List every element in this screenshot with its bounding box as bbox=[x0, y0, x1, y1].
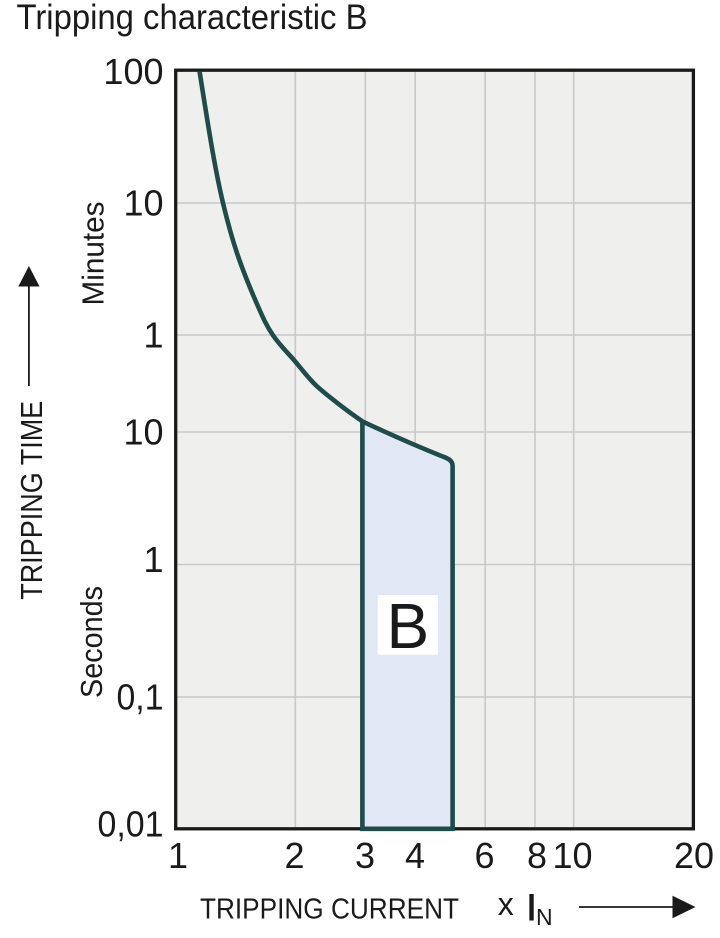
svg-text:B: B bbox=[387, 590, 430, 662]
svg-text:6: 6 bbox=[474, 835, 494, 876]
svg-text:Minutes: Minutes bbox=[75, 202, 110, 306]
svg-text:10: 10 bbox=[123, 182, 163, 223]
svg-text:Seconds: Seconds bbox=[74, 586, 109, 698]
svg-text:2: 2 bbox=[284, 835, 304, 876]
svg-text:0,01: 0,01 bbox=[98, 803, 164, 844]
svg-text:N: N bbox=[536, 904, 553, 930]
svg-text:x: x bbox=[498, 886, 514, 922]
svg-text:20: 20 bbox=[674, 835, 714, 876]
svg-text:Tripping characteristic B: Tripping characteristic B bbox=[17, 0, 368, 37]
svg-text:TRIPPING CURRENT: TRIPPING CURRENT bbox=[200, 894, 459, 926]
svg-text:10: 10 bbox=[552, 835, 592, 876]
svg-text:8: 8 bbox=[527, 835, 547, 876]
svg-text:10: 10 bbox=[123, 412, 163, 453]
svg-text:I: I bbox=[526, 887, 536, 928]
svg-text:TRIPPING TIME: TRIPPING TIME bbox=[14, 401, 49, 600]
svg-text:3: 3 bbox=[355, 835, 375, 876]
svg-text:0,1: 0,1 bbox=[117, 676, 164, 717]
svg-text:100: 100 bbox=[103, 51, 163, 92]
svg-text:1: 1 bbox=[143, 539, 163, 580]
svg-text:4: 4 bbox=[405, 835, 425, 876]
svg-text:1: 1 bbox=[143, 314, 163, 355]
svg-text:1: 1 bbox=[168, 835, 188, 876]
